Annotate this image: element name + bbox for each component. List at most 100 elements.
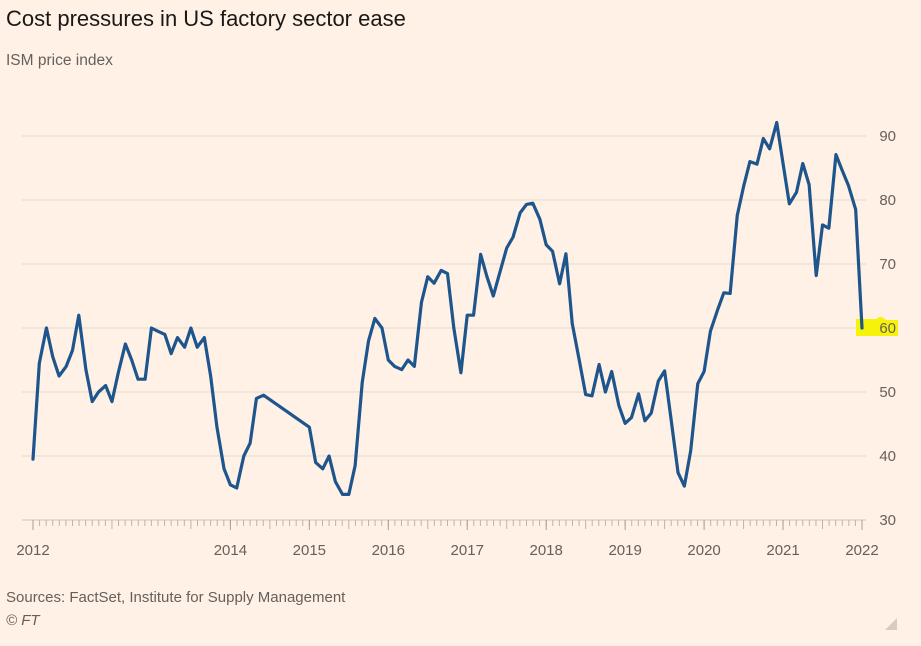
data-point-39 <box>327 454 330 457</box>
data-point-76 <box>571 322 574 325</box>
data-point-97 <box>709 330 712 333</box>
x-tick-label-2015: 2015 <box>293 542 326 559</box>
data-point-26 <box>203 336 206 339</box>
data-point-14 <box>124 342 127 345</box>
axis-labels: 2012 2014 2015 2016 2017 2018 2019 2020 2021 2022… <box>16 128 896 559</box>
chart-title: Cost pressures in US factory sector ease <box>6 6 406 31</box>
data-point-74 <box>558 282 561 285</box>
data-point-88 <box>650 412 653 415</box>
data-point-0 <box>31 458 34 461</box>
y-tick-label-80: 80 <box>879 192 896 209</box>
x-axis-ticks <box>22 519 866 530</box>
data-point-115 <box>827 227 830 230</box>
data-point-43 <box>354 464 357 467</box>
data-point-7 <box>77 314 80 317</box>
data-point-24 <box>189 326 192 329</box>
data-point-75 <box>564 252 567 255</box>
data-point-104 <box>755 163 758 166</box>
data-point-48 <box>387 358 390 361</box>
data-point-80 <box>597 363 600 366</box>
data-point-20 <box>163 333 166 336</box>
ft-credit: © FT <box>6 612 40 629</box>
data-point-83 <box>617 404 620 407</box>
data-point-25 <box>196 346 199 349</box>
data-point-86 <box>637 392 640 395</box>
chart-subtitle: ISM price index <box>6 52 113 69</box>
data-point-2 <box>45 326 48 329</box>
data-point-37 <box>314 461 317 464</box>
data-point-9 <box>91 400 94 403</box>
data-point-96 <box>703 370 706 373</box>
data-point-23 <box>183 346 186 349</box>
data-point-56 <box>440 269 443 272</box>
data-point-70 <box>531 202 534 205</box>
data-point-66 <box>505 246 508 249</box>
data-point-29 <box>222 467 225 470</box>
data-point-94 <box>689 449 692 452</box>
data-point-58 <box>452 326 455 329</box>
data-point-99 <box>722 291 725 294</box>
data-point-106 <box>768 147 771 150</box>
data-point-53 <box>420 301 423 304</box>
data-point-64 <box>492 294 495 297</box>
x-tick-label-2012: 2012 <box>16 542 49 559</box>
data-point-101 <box>736 214 739 217</box>
data-point-119 <box>854 208 857 211</box>
data-point-42 <box>347 493 350 496</box>
data-point-1 <box>38 362 41 365</box>
data-point-50 <box>400 368 403 371</box>
x-tick-label-2017: 2017 <box>451 542 484 559</box>
data-point-114 <box>821 223 824 226</box>
data-point-40 <box>334 480 337 483</box>
data-point-46 <box>373 317 376 320</box>
data-point-54 <box>426 275 429 278</box>
y-tick-label-40: 40 <box>879 448 896 465</box>
data-point-73 <box>551 250 554 253</box>
data-point-102 <box>742 185 745 188</box>
data-point-112 <box>808 183 811 186</box>
series-line-0 <box>31 120 864 496</box>
data-point-95 <box>696 382 699 385</box>
data-point-77 <box>578 359 581 362</box>
data-point-62 <box>479 253 482 256</box>
data-point-22 <box>176 336 179 339</box>
x-tick-label-2019: 2019 <box>608 542 641 559</box>
source-note: Sources: FactSet, Institute for Supply M… <box>6 589 346 606</box>
data-point-107 <box>775 121 778 124</box>
data-point-47 <box>380 326 383 329</box>
data-point-15 <box>130 358 133 361</box>
data-point-35 <box>262 394 265 397</box>
data-point-33 <box>249 442 252 445</box>
data-point-79 <box>590 394 593 397</box>
last-value-highlight <box>856 316 898 336</box>
y-tick-label-30: 30 <box>879 512 896 529</box>
x-tick-label-2016: 2016 <box>372 542 405 559</box>
data-point-10 <box>97 390 100 393</box>
data-point-57 <box>446 272 449 275</box>
data-point-4 <box>57 374 60 377</box>
resize-grip-icon <box>885 618 897 630</box>
data-point-51 <box>406 358 409 361</box>
data-point-93 <box>683 484 686 487</box>
data-point-105 <box>762 137 765 140</box>
data-point-109 <box>788 202 791 205</box>
data-point-8 <box>84 368 87 371</box>
x-tick-label-2021: 2021 <box>766 542 799 559</box>
data-point-19 <box>156 330 159 333</box>
data-point-30 <box>229 483 232 486</box>
data-point-71 <box>538 218 541 221</box>
x-tick-label-2014: 2014 <box>214 542 247 559</box>
data-point-103 <box>748 160 751 163</box>
data-point-31 <box>235 486 238 489</box>
data-point-89 <box>657 380 660 383</box>
data-point-98 <box>716 308 719 311</box>
data-point-81 <box>604 390 607 393</box>
data-point-21 <box>170 352 173 355</box>
data-point-118 <box>847 184 850 187</box>
data-point-78 <box>584 393 587 396</box>
data-point-5 <box>65 365 68 368</box>
data-point-52 <box>413 365 416 368</box>
data-point-55 <box>432 282 435 285</box>
data-point-13 <box>117 371 120 374</box>
data-point-69 <box>525 203 528 206</box>
